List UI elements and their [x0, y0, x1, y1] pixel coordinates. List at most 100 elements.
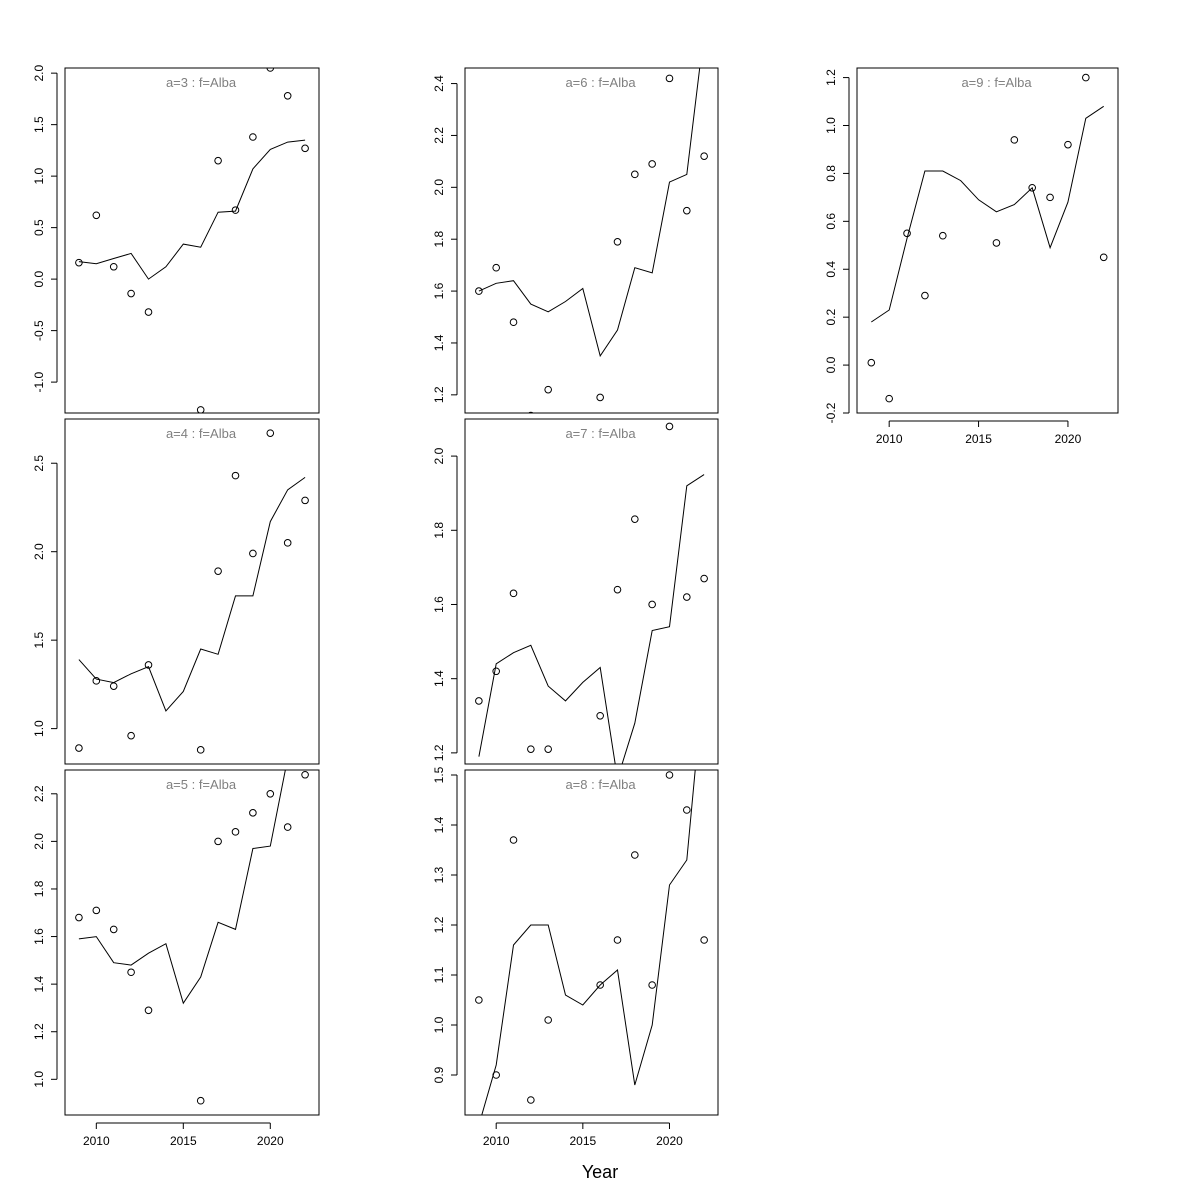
data-point [92, 677, 101, 685]
y-tick-label: 0.0 [824, 356, 838, 373]
data-point [144, 1006, 153, 1015]
data-point [231, 471, 240, 480]
panel-label: a=7 : f=Alba [565, 426, 636, 441]
data-point [1082, 73, 1090, 82]
y-tick-label: 1.6 [432, 282, 446, 299]
x-tick-label: 2010 [876, 432, 903, 446]
data-point [648, 600, 656, 609]
data-point [109, 682, 118, 690]
y-tick-label: -1.0 [32, 371, 46, 392]
data-point [596, 393, 604, 402]
data-point [700, 574, 708, 583]
y-tick-label: 0.0 [32, 270, 46, 287]
panel-1: -1.0 -0.5 0.0 0.5 1.0 1.5 2.0 a=3 : f=Alba [32, 64, 320, 414]
data-point [665, 422, 674, 431]
y-tick-label: 1.8 [432, 522, 446, 539]
data-point [196, 1096, 205, 1105]
data-point [144, 661, 153, 669]
y-tick-label: 1.4 [432, 816, 446, 833]
data-point [1010, 136, 1019, 144]
data-point [921, 291, 929, 300]
data-point [109, 262, 118, 271]
data-point [75, 258, 83, 267]
x-tick-label: 2015 [170, 1134, 197, 1148]
x-axis-title: Year [582, 1162, 618, 1182]
data-point [283, 539, 292, 547]
data-point [527, 745, 535, 753]
panel-3: 1.0 1.2 1.4 1.6 1.8 2.0 2.2 2010 2015 2020 a=5 : f… [32, 769, 320, 1148]
y-tick-label: 2.0 [32, 833, 46, 850]
data-point [75, 744, 83, 752]
y-tick-label: 2.0 [32, 64, 46, 81]
data-point [249, 809, 257, 817]
y-tick-label: 0.6 [824, 213, 838, 230]
fit-line [481, 770, 696, 1115]
data-point [867, 358, 876, 367]
data-point [196, 406, 205, 413]
data-point [1046, 193, 1054, 202]
data-point [301, 144, 309, 153]
data-point [492, 263, 500, 272]
data-point [596, 981, 604, 989]
y-tick-label: -0.2 [824, 402, 838, 423]
data-point [528, 411, 534, 413]
data-point [613, 936, 622, 944]
data-point [92, 211, 101, 220]
data-point [648, 981, 656, 989]
panel-2: 1.0 1.5 2.0 2.5 a=4 : f=Alba [32, 418, 320, 765]
y-tick-label: 1.4 [432, 334, 446, 351]
y-tick-label: 1.5 [32, 631, 46, 648]
data-point [249, 549, 257, 558]
fit-line [871, 105, 1104, 323]
data-point [544, 745, 552, 753]
y-tick-label: 1.5 [432, 766, 446, 783]
data-point [683, 806, 691, 814]
data-point [613, 237, 622, 246]
y-tick-label: 1.2 [32, 1023, 46, 1040]
data-point [527, 1096, 535, 1104]
y-tick-label: 1.5 [32, 116, 46, 133]
y-tick-label: 1.8 [32, 880, 46, 897]
data-point [214, 156, 222, 165]
data-point [509, 589, 518, 598]
x-tick-label: 2020 [656, 1134, 683, 1148]
data-point [1064, 140, 1072, 149]
x-tick-label: 2010 [83, 1134, 110, 1148]
panel-7: -0.2 0.0 0.2 0.4 0.6 0.8 1.0 1.2 2010 2015 2020 a=9… [824, 67, 1119, 446]
panel-label: a=3 : f=Alba [166, 75, 237, 90]
y-tick-label: 1.8 [432, 231, 446, 248]
y-tick-label: 1.1 [432, 966, 446, 983]
data-point [683, 206, 691, 215]
y-tick-label: 1.2 [824, 69, 838, 86]
data-point [683, 593, 691, 601]
data-point [475, 996, 483, 1004]
panel-label: a=9 : f=Alba [961, 75, 1032, 90]
y-tick-label: 1.0 [32, 1071, 46, 1088]
data-point [492, 667, 500, 676]
panel-frame [64, 67, 320, 414]
data-point [127, 731, 135, 740]
data-point [266, 429, 275, 437]
y-tick-label: 0.5 [32, 219, 46, 236]
data-point [613, 585, 622, 594]
data-point [283, 823, 292, 831]
y-tick-label: 0.9 [432, 1066, 446, 1083]
data-point [127, 289, 135, 298]
data-point [885, 394, 893, 403]
data-point [903, 229, 911, 238]
data-point [231, 828, 240, 836]
y-tick-label: 1.4 [432, 670, 446, 687]
data-point [301, 496, 309, 505]
y-tick-label: 2.0 [432, 179, 446, 196]
data-point [196, 746, 205, 754]
data-point [92, 906, 101, 915]
y-tick-label: 2.0 [32, 543, 46, 560]
y-tick-label: 1.0 [32, 167, 46, 184]
data-point [992, 239, 1001, 247]
panel-label: a=8 : f=Alba [565, 777, 636, 792]
y-tick-label: 2.2 [432, 127, 446, 144]
y-tick-label: 2.0 [432, 447, 446, 464]
panel-label: a=6 : f=Alba [565, 75, 636, 90]
y-tick-label: 0.4 [824, 261, 838, 278]
data-point [283, 92, 292, 100]
